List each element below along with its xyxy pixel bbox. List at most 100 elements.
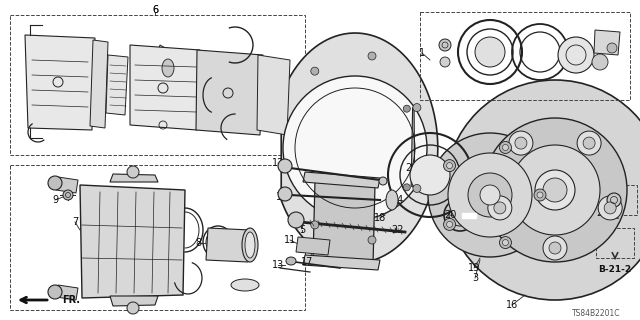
Circle shape [448, 153, 532, 237]
Circle shape [311, 67, 319, 75]
Text: 19: 19 [468, 263, 480, 273]
Circle shape [403, 105, 410, 112]
Text: 8: 8 [195, 238, 201, 248]
Text: 6: 6 [152, 5, 158, 15]
Bar [605, 185, 637, 215]
Circle shape [510, 145, 600, 235]
Ellipse shape [286, 257, 296, 265]
Polygon shape [25, 35, 95, 130]
Text: 4: 4 [299, 217, 305, 227]
Polygon shape [257, 55, 290, 135]
Circle shape [468, 173, 512, 217]
Polygon shape [106, 55, 128, 115]
Circle shape [368, 236, 376, 244]
Circle shape [509, 131, 533, 155]
Circle shape [278, 187, 292, 201]
Bar [420, 12, 630, 100]
Polygon shape [56, 285, 78, 300]
Text: 22: 22 [391, 225, 403, 235]
Text: 9: 9 [52, 195, 58, 205]
Circle shape [543, 236, 567, 260]
Circle shape [488, 196, 512, 220]
Text: 15: 15 [49, 287, 61, 297]
Circle shape [592, 54, 608, 70]
Circle shape [499, 236, 511, 249]
Polygon shape [90, 40, 108, 128]
Text: 10: 10 [276, 192, 288, 202]
Text: 18: 18 [374, 213, 386, 223]
Circle shape [502, 240, 508, 245]
Circle shape [444, 160, 456, 172]
Polygon shape [130, 45, 200, 130]
Polygon shape [150, 45, 195, 95]
Ellipse shape [242, 228, 258, 262]
Ellipse shape [231, 279, 259, 291]
Ellipse shape [245, 232, 255, 258]
Circle shape [439, 39, 451, 51]
Circle shape [598, 196, 622, 220]
Circle shape [403, 184, 410, 191]
Circle shape [447, 163, 452, 169]
Circle shape [288, 212, 304, 228]
Text: B-21-2: B-21-2 [598, 266, 632, 275]
Circle shape [483, 118, 627, 262]
Circle shape [577, 131, 601, 155]
Text: 16: 16 [506, 300, 518, 310]
Polygon shape [303, 255, 380, 270]
Circle shape [499, 141, 511, 154]
Polygon shape [281, 33, 438, 263]
Polygon shape [594, 30, 620, 55]
Text: TS84B2201C: TS84B2201C [572, 309, 620, 318]
Polygon shape [462, 213, 476, 218]
Text: 3: 3 [472, 273, 478, 283]
Polygon shape [80, 185, 185, 298]
Circle shape [607, 193, 621, 207]
Circle shape [48, 176, 62, 190]
Text: 7: 7 [72, 217, 78, 227]
Circle shape [379, 177, 387, 185]
Circle shape [311, 221, 319, 229]
Polygon shape [206, 228, 250, 262]
Circle shape [63, 190, 73, 200]
Circle shape [447, 221, 452, 228]
Circle shape [48, 285, 62, 299]
Circle shape [127, 166, 139, 178]
Text: 17: 17 [301, 257, 313, 267]
Circle shape [535, 170, 575, 210]
Circle shape [583, 137, 595, 149]
Circle shape [410, 155, 450, 195]
Circle shape [502, 144, 508, 150]
Circle shape [534, 189, 546, 201]
Text: 20: 20 [444, 210, 456, 220]
Circle shape [543, 178, 567, 202]
Circle shape [444, 218, 456, 230]
Polygon shape [56, 177, 78, 193]
Circle shape [278, 159, 292, 173]
Text: 12: 12 [272, 158, 284, 168]
Circle shape [607, 43, 617, 53]
Polygon shape [196, 50, 263, 135]
Text: 6: 6 [152, 5, 158, 15]
Text: 11: 11 [284, 235, 296, 245]
Circle shape [445, 80, 640, 300]
Polygon shape [303, 172, 380, 188]
Polygon shape [313, 180, 375, 265]
Circle shape [480, 185, 500, 205]
Circle shape [283, 76, 427, 220]
Polygon shape [110, 174, 158, 182]
Ellipse shape [386, 190, 398, 210]
Circle shape [428, 133, 552, 257]
Circle shape [604, 202, 616, 214]
Text: 5: 5 [299, 225, 305, 235]
Text: 1: 1 [419, 48, 425, 58]
Circle shape [368, 52, 376, 60]
Polygon shape [110, 296, 158, 306]
Text: 15: 15 [49, 178, 61, 188]
Polygon shape [296, 237, 330, 255]
Polygon shape [411, 106, 415, 188]
Text: 13: 13 [272, 260, 284, 270]
Circle shape [494, 202, 506, 214]
Circle shape [515, 137, 527, 149]
Text: FR.: FR. [62, 295, 80, 305]
Bar [10, 15, 305, 155]
